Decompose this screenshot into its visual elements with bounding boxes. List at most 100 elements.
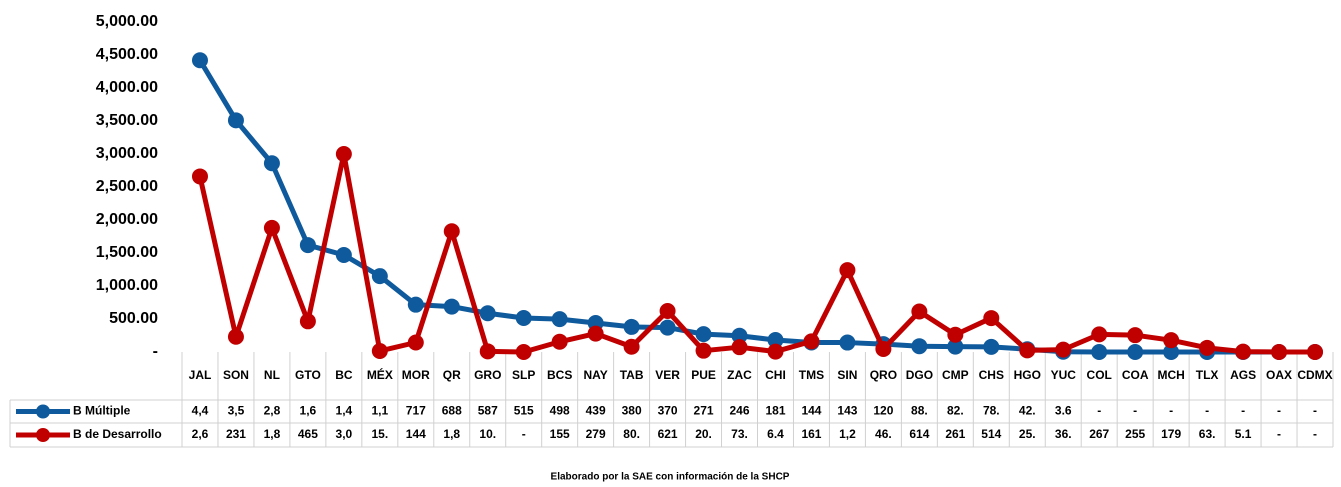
data-label: - <box>1277 427 1281 441</box>
data-label: 6.4 <box>767 427 784 441</box>
point <box>443 223 460 240</box>
point <box>983 310 1000 327</box>
data-label: - <box>1241 404 1245 418</box>
data-label: - <box>1205 404 1209 418</box>
point <box>623 338 640 355</box>
point <box>659 303 676 320</box>
data-label: 25. <box>1019 427 1036 441</box>
y-tick-label: 1,500.00 <box>96 244 158 261</box>
legend-label: B de Desarrollo <box>73 427 162 441</box>
point <box>299 313 316 330</box>
point <box>1091 344 1108 360</box>
y-tick-label: 500.00 <box>109 310 158 327</box>
y-tick-label: 5,000.00 <box>96 13 158 30</box>
point <box>479 343 496 360</box>
x-tick-label: BCS <box>547 368 572 382</box>
data-label: 63. <box>1199 427 1216 441</box>
data-label: - <box>522 427 526 441</box>
point <box>767 332 784 349</box>
x-tick-label: SLP <box>512 368 535 382</box>
x-tick-label: ZAC <box>727 368 752 382</box>
point <box>803 333 820 350</box>
x-tick-label: DGO <box>906 368 933 382</box>
data-label: 20. <box>695 427 712 441</box>
x-tick-label: TAB <box>620 368 644 382</box>
point <box>1307 344 1324 360</box>
x-tick-label: AGS <box>1230 368 1256 382</box>
data-label: 88. <box>911 404 928 418</box>
x-tick-label: CHI <box>765 368 786 382</box>
x-tick-label: CMP <box>942 368 969 382</box>
data-label: 498 <box>550 404 570 418</box>
data-label: 78. <box>983 404 1000 418</box>
x-tick-label: CDMX <box>1297 368 1332 382</box>
data-label: 1,8 <box>264 427 281 441</box>
data-label: 4,4 <box>192 404 209 418</box>
x-tick-label: VER <box>655 368 680 382</box>
point <box>623 318 640 335</box>
point <box>1055 341 1072 358</box>
x-tick-label: TMS <box>799 368 824 382</box>
x-tick-label: JAL <box>189 368 212 382</box>
data-label: 144 <box>801 404 821 418</box>
data-label: 5.1 <box>1235 427 1252 441</box>
data-label: 688 <box>442 404 462 418</box>
point <box>911 338 928 355</box>
legend-marker <box>36 428 50 442</box>
data-label: 1,2 <box>839 427 856 441</box>
point <box>1019 342 1036 359</box>
x-tick-label: MCH <box>1157 368 1184 382</box>
point <box>191 168 208 185</box>
data-label: - <box>1169 404 1173 418</box>
legend-label: B Múltiple <box>73 404 131 418</box>
point <box>839 262 856 279</box>
data-label: 255 <box>1125 427 1145 441</box>
point <box>1163 332 1180 349</box>
point <box>1199 339 1216 356</box>
data-label: 73. <box>731 427 748 441</box>
y-tick-label: 3,000.00 <box>96 145 158 162</box>
point <box>263 155 280 172</box>
point <box>1235 343 1252 360</box>
data-label: 614 <box>909 427 929 441</box>
series-line <box>197 58 1316 355</box>
y-tick-label: 1,000.00 <box>96 277 158 294</box>
data-label: 3,0 <box>336 427 353 441</box>
data-label: 42. <box>1019 404 1036 418</box>
series-line <box>197 151 1316 355</box>
data-label: 3.6 <box>1055 404 1072 418</box>
point <box>695 342 712 359</box>
point <box>515 310 532 327</box>
data-label: 161 <box>801 427 821 441</box>
x-tick-label: NAY <box>584 368 608 382</box>
y-tick-label: 2,000.00 <box>96 211 158 228</box>
data-label: 143 <box>837 404 857 418</box>
data-label: 279 <box>586 427 606 441</box>
data-label: 179 <box>1161 427 1181 441</box>
data-label: 36. <box>1055 427 1072 441</box>
data-label: 181 <box>765 404 785 418</box>
y-tick-label: 2,500.00 <box>96 178 158 195</box>
footnote: Elaborado por la SAE con información de … <box>551 472 790 483</box>
x-tick-label: HGO <box>1014 368 1041 382</box>
x-tick-label: NL <box>264 368 280 382</box>
x-tick-label: COL <box>1087 368 1112 382</box>
data-label: 621 <box>658 427 678 441</box>
legend-marker <box>36 404 50 419</box>
point <box>227 328 244 345</box>
point <box>587 325 604 342</box>
point <box>659 319 676 336</box>
data-label: 246 <box>730 404 750 418</box>
point <box>875 340 892 357</box>
point <box>695 326 712 343</box>
data-label: 587 <box>478 404 498 418</box>
data-label: 465 <box>298 427 318 441</box>
point <box>263 219 280 236</box>
x-tick-label: QRO <box>870 368 897 382</box>
data-label: 1,8 <box>443 427 460 441</box>
data-label: 267 <box>1089 427 1109 441</box>
x-tick-label: SON <box>223 368 249 382</box>
data-label: 82. <box>947 404 964 418</box>
data-label: - <box>1313 427 1317 441</box>
